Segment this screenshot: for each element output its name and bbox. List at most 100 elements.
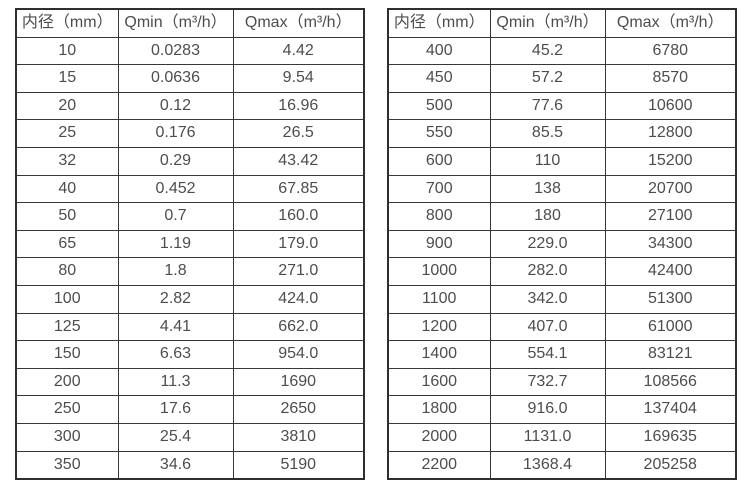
cell-qmax: 271.0 [232, 257, 365, 286]
cell-inner-diameter: 2200 [387, 450, 491, 480]
cell-qmin: 17.6 [117, 395, 234, 424]
cell-qmax: 662.0 [232, 312, 365, 342]
cell-qmax: 16.96 [232, 91, 365, 121]
cell-qmax: 34300 [604, 229, 737, 259]
table-row: 150 6.63 954.0 [15, 340, 365, 369]
cell-inner-diameter: 40 [15, 174, 119, 204]
cell-qmax: 27100 [604, 202, 737, 231]
cell-qmax: 179.0 [232, 229, 365, 259]
cell-qmax: 137404 [604, 395, 737, 424]
cell-qmin: 0.0283 [117, 36, 234, 66]
cell-qmax: 51300 [604, 284, 737, 314]
cell-qmax: 42400 [604, 257, 737, 286]
cell-qmin: 916.0 [489, 395, 606, 424]
cell-inner-diameter: 65 [15, 229, 119, 259]
cell-inner-diameter: 700 [387, 174, 491, 204]
table-row: 550 85.5 12800 [387, 119, 737, 148]
table-row: 500 77.6 10600 [387, 91, 737, 121]
cell-qmax: 43.42 [232, 146, 365, 176]
header-qmax: Qmax（m³/h） [232, 8, 365, 38]
cell-inner-diameter: 450 [387, 64, 491, 93]
cell-qmin: 0.12 [117, 91, 234, 121]
table-row: 800 180 27100 [387, 202, 737, 231]
cell-qmax: 205258 [604, 450, 737, 480]
table-row: 250 17.6 2650 [15, 395, 365, 424]
cell-inner-diameter: 2000 [387, 422, 491, 452]
cell-qmin: 1.19 [117, 229, 234, 259]
cell-qmax: 20700 [604, 174, 737, 204]
table-row: 600 110 15200 [387, 146, 737, 176]
cell-inner-diameter: 32 [15, 146, 119, 176]
cell-qmax: 2650 [232, 395, 365, 424]
table-row: 1200 407.0 61000 [387, 312, 737, 342]
cell-qmin: 0.0636 [117, 64, 234, 93]
cell-qmin: 0.452 [117, 174, 234, 204]
cell-inner-diameter: 900 [387, 229, 491, 259]
header-inner-diameter: 内径（mm） [15, 8, 119, 38]
cell-qmax: 1690 [232, 367, 365, 397]
cell-qmin: 34.6 [117, 450, 234, 480]
cell-inner-diameter: 125 [15, 312, 119, 342]
cell-inner-diameter: 550 [387, 119, 491, 148]
cell-qmax: 108566 [604, 367, 737, 397]
table-row: 300 25.4 3810 [15, 422, 365, 452]
cell-inner-diameter: 25 [15, 119, 119, 148]
cell-inner-diameter: 350 [15, 450, 119, 480]
cell-qmax: 954.0 [232, 340, 365, 369]
table-row: 20 0.12 16.96 [15, 91, 365, 121]
cell-qmin: 1.8 [117, 257, 234, 286]
cell-inner-diameter: 100 [15, 284, 119, 314]
table-row: 80 1.8 271.0 [15, 257, 365, 286]
cell-qmin: 1368.4 [489, 450, 606, 480]
cell-inner-diameter: 500 [387, 91, 491, 121]
table-row: 50 0.7 160.0 [15, 202, 365, 231]
table-row: 65 1.19 179.0 [15, 229, 365, 259]
table-row: 400 45.2 6780 [387, 36, 737, 66]
cell-inner-diameter: 50 [15, 202, 119, 231]
header-qmax: Qmax（m³/h） [604, 8, 737, 38]
cell-qmin: 4.41 [117, 312, 234, 342]
table-row: 350 34.6 5190 [15, 450, 365, 480]
header-row: 内径（mm） Qmin（m³/h） Qmax（m³/h） [15, 8, 365, 38]
cell-qmax: 4.42 [232, 36, 365, 66]
cell-qmax: 61000 [604, 312, 737, 342]
cell-inner-diameter: 1400 [387, 340, 491, 369]
cell-qmin: 2.82 [117, 284, 234, 314]
cell-qmax: 15200 [604, 146, 737, 176]
cell-inner-diameter: 600 [387, 146, 491, 176]
cell-qmin: 342.0 [489, 284, 606, 314]
cell-inner-diameter: 1000 [387, 257, 491, 286]
table-row: 1000 282.0 42400 [387, 257, 737, 286]
table-row: 125 4.41 662.0 [15, 312, 365, 342]
flow-spec-table-small-diameters: 内径（mm） Qmin（m³/h） Qmax（m³/h） 10 0.0283 4.42 15… [15, 8, 365, 481]
cell-qmax: 12800 [604, 119, 737, 148]
cell-qmin: 180 [489, 202, 606, 231]
cell-inner-diameter: 80 [15, 257, 119, 286]
cell-qmin: 407.0 [489, 312, 606, 342]
cell-inner-diameter: 400 [387, 36, 491, 66]
cell-inner-diameter: 800 [387, 202, 491, 231]
table-row: 1600 732.7 108566 [387, 367, 737, 397]
cell-inner-diameter: 15 [15, 64, 119, 93]
cell-qmin: 85.5 [489, 119, 606, 148]
table-row: 200 11.3 1690 [15, 367, 365, 397]
cell-qmax: 160.0 [232, 202, 365, 231]
cell-inner-diameter: 10 [15, 36, 119, 66]
cell-qmax: 3810 [232, 422, 365, 452]
table-row: 1100 342.0 51300 [387, 284, 737, 314]
cell-inner-diameter: 1800 [387, 395, 491, 424]
cell-inner-diameter: 20 [15, 91, 119, 121]
table-row: 32 0.29 43.42 [15, 146, 365, 176]
cell-qmin: 554.1 [489, 340, 606, 369]
cell-qmax: 10600 [604, 91, 737, 121]
header-qmin: Qmin（m³/h） [117, 8, 234, 38]
table-row: 2000 1131.0 169635 [387, 422, 737, 452]
cell-inner-diameter: 1600 [387, 367, 491, 397]
table-row: 700 138 20700 [387, 174, 737, 204]
cell-qmax: 424.0 [232, 284, 365, 314]
table-row: 900 229.0 34300 [387, 229, 737, 259]
cell-qmax: 8570 [604, 64, 737, 93]
cell-inner-diameter: 250 [15, 395, 119, 424]
header-inner-diameter: 内径（mm） [387, 8, 491, 38]
cell-qmin: 25.4 [117, 422, 234, 452]
